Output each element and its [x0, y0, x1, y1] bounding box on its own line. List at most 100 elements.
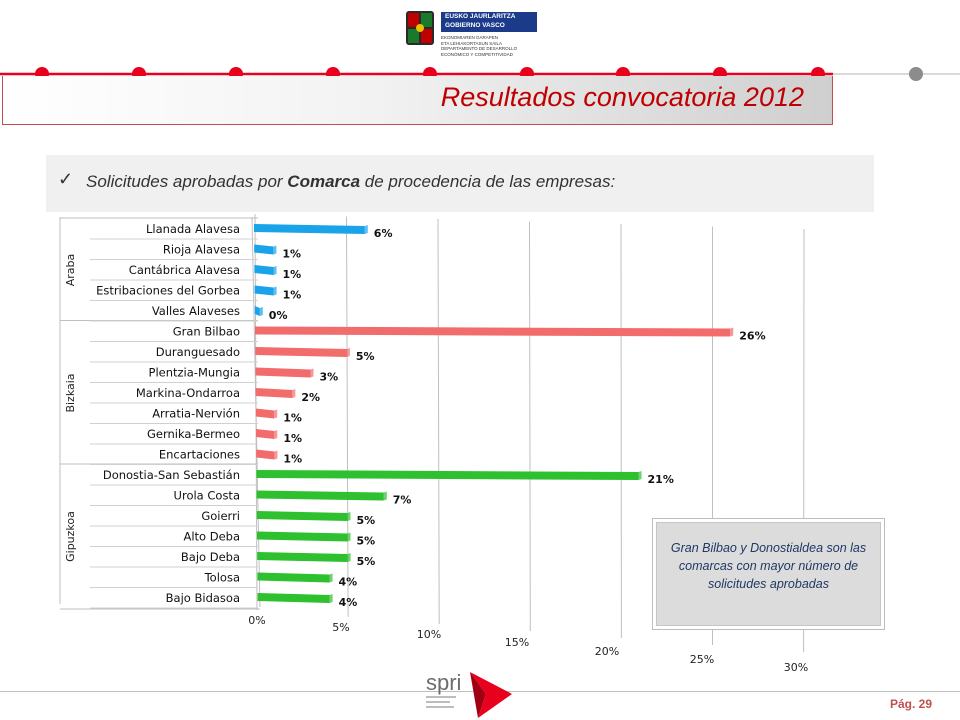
- bar: [254, 306, 260, 316]
- category-label: Estribaciones del Gorbea: [96, 284, 240, 298]
- decorative-dots-line: [0, 67, 960, 81]
- group-label: Bizkaia: [64, 373, 77, 412]
- spri-logo: spri: [426, 670, 512, 718]
- bar: [254, 265, 274, 275]
- category-label: Arratia-Nervión: [152, 407, 240, 421]
- bar-end: [274, 450, 278, 460]
- bar-end: [347, 553, 351, 562]
- bar-end: [329, 594, 333, 603]
- bar: [256, 429, 275, 439]
- category-label: Duranguesado: [156, 345, 240, 359]
- data-label: 2%: [301, 391, 320, 404]
- data-label: 1%: [283, 268, 302, 281]
- category-label: Alto Deba: [183, 530, 240, 544]
- bar-end: [347, 512, 351, 521]
- data-label: 1%: [283, 289, 302, 302]
- data-label: 3%: [320, 371, 339, 384]
- data-label: 1%: [282, 248, 301, 261]
- category-label: Bajo Deba: [181, 550, 240, 564]
- checkmark-icon: ✓: [58, 169, 74, 189]
- data-label: 6%: [374, 227, 393, 240]
- data-label: 1%: [283, 412, 302, 425]
- subtitle: Solicitudes aprobadas por Comarca de pro…: [86, 172, 615, 192]
- gobierno-vasco-logo: EUSKO JAURLARITZA GOBIERNO VASCO EKONOMI…: [405, 8, 545, 64]
- note-text: Gran Bilbao y Donostialdea son las comar…: [670, 541, 867, 591]
- bar: [255, 347, 347, 357]
- bar: [257, 572, 330, 583]
- category-label: Encartaciones: [159, 448, 240, 462]
- gov-dept-1: EKONOMIAREN GARAPEN: [441, 35, 499, 40]
- x-tick-label: 10%: [417, 628, 441, 641]
- category-label: Valles Alaveses: [152, 304, 240, 318]
- category-label: Gernika-Bermeo: [147, 427, 240, 441]
- data-label: 5%: [356, 514, 375, 527]
- data-label: 7%: [393, 494, 412, 507]
- data-label: 4%: [339, 596, 358, 609]
- gov-department: EKONOMIAREN GARAPEN ETA LEHIAKORTASUN SA…: [441, 35, 541, 57]
- bar: [256, 511, 348, 521]
- bar-end: [274, 430, 278, 439]
- gov-line-1: EUSKO JAURLARITZA: [445, 13, 516, 20]
- bar: [255, 367, 311, 378]
- category-label: Bajo Bidasoa: [166, 591, 240, 605]
- x-tick-label: 25%: [690, 653, 714, 666]
- data-label: 1%: [283, 453, 302, 466]
- gridline: [346, 216, 349, 618]
- group-label: Araba: [64, 254, 77, 287]
- category-label: Cantábrica Alavesa: [129, 263, 240, 277]
- data-label: 4%: [339, 576, 358, 589]
- data-label: 21%: [648, 473, 674, 486]
- subtitle-bold: Comarca: [287, 172, 361, 191]
- x-tick-label: 20%: [595, 645, 619, 658]
- bar-end: [364, 225, 368, 234]
- data-label: 1%: [283, 432, 302, 445]
- gov-name-bar: EUSKO JAURLARITZA GOBIERNO VASCO: [441, 12, 537, 32]
- bar-end: [292, 389, 296, 398]
- bar: [255, 388, 293, 398]
- bar-end: [346, 348, 350, 357]
- bar: [256, 449, 275, 460]
- category-label: Gran Bilbao: [173, 325, 240, 339]
- gov-dept-3: DEPARTAMENTO DE DESARROLLO: [441, 46, 518, 51]
- category-label: Llanada Alavesa: [146, 222, 240, 236]
- category-label: Rioja Alavesa: [163, 243, 240, 257]
- data-label: 0%: [269, 309, 288, 322]
- bar-end: [730, 327, 734, 337]
- bar-end: [329, 573, 333, 583]
- data-label: 26%: [739, 330, 765, 343]
- bar-end: [383, 491, 387, 501]
- subtitle-box: ✓ Solicitudes aprobadas por Comarca de p…: [46, 155, 874, 212]
- gridline: [437, 218, 440, 625]
- page-title: Resultados convocatoria 2012: [440, 82, 804, 112]
- bar: [256, 470, 639, 480]
- category-label: Urola Costa: [174, 489, 240, 503]
- bar: [255, 326, 731, 337]
- bar: [254, 244, 274, 255]
- bar-end: [259, 307, 263, 316]
- category-label: Donostia-San Sebastián: [103, 468, 240, 482]
- bar: [256, 490, 384, 501]
- spri-logo-text: spri: [426, 670, 461, 695]
- page-number: Pág. 29: [889, 697, 932, 711]
- bar: [254, 224, 365, 234]
- data-label: 5%: [357, 535, 376, 548]
- data-label: 5%: [356, 350, 375, 363]
- x-tick-label: 15%: [505, 636, 529, 649]
- bar-end: [310, 368, 314, 378]
- bar-end: [273, 286, 277, 296]
- gridline: [529, 221, 531, 632]
- group-label: Gipuzkoa: [64, 511, 77, 562]
- category-label: Plentzia-Mungia: [149, 366, 240, 380]
- x-tick-label: 0%: [248, 614, 265, 627]
- bar: [257, 552, 348, 562]
- bar: [255, 408, 275, 419]
- bar-end: [347, 532, 351, 542]
- bar: [254, 285, 274, 296]
- bar-end: [273, 245, 277, 255]
- spri-arrow-icon: [470, 672, 512, 718]
- category-label: Goierri: [201, 509, 240, 523]
- bar: [257, 531, 348, 542]
- gov-dept-2: ETA LEHIAKORTASUN SAILA: [441, 40, 503, 46]
- bar-end: [274, 409, 278, 419]
